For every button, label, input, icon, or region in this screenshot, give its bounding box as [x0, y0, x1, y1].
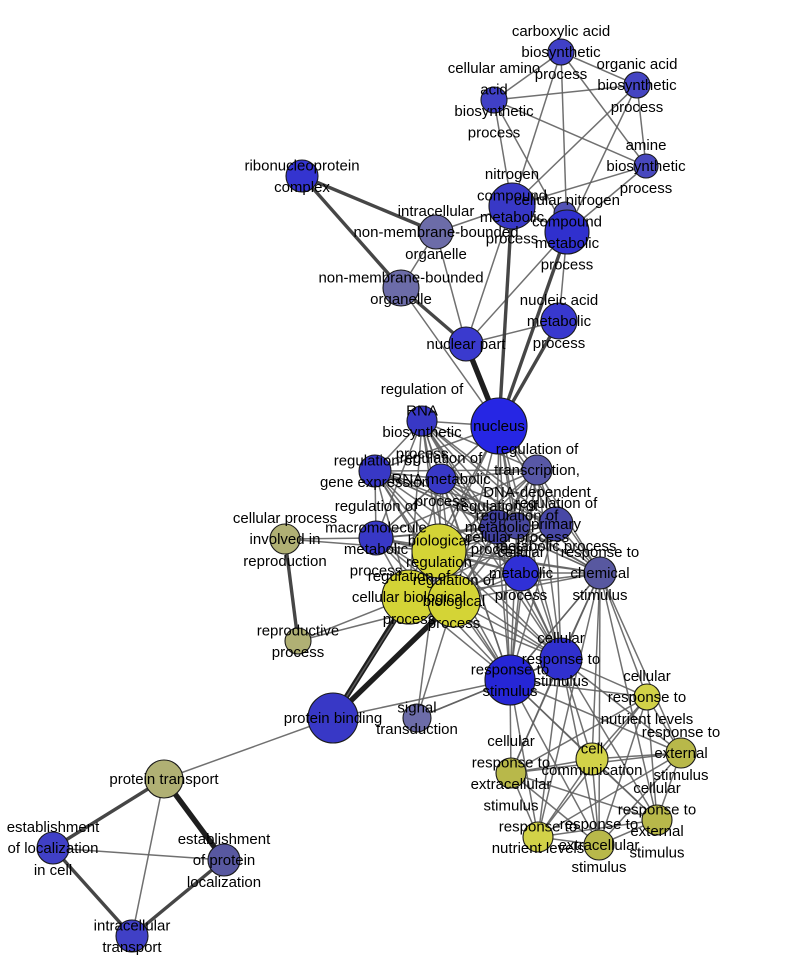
svg-text:process: process	[541, 257, 594, 274]
svg-text:transduction: transduction	[376, 721, 458, 738]
svg-text:process: process	[272, 644, 325, 661]
svg-text:establishment: establishment	[7, 819, 100, 836]
svg-text:process: process	[533, 335, 586, 352]
svg-text:intracellular: intracellular	[94, 918, 171, 935]
svg-text:biosynthetic: biosynthetic	[597, 77, 677, 94]
svg-text:response to: response to	[608, 689, 686, 706]
svg-text:process: process	[535, 66, 588, 83]
svg-text:metabolic: metabolic	[489, 565, 554, 582]
svg-text:carboxylic acid: carboxylic acid	[512, 23, 610, 40]
svg-text:process: process	[428, 615, 481, 632]
svg-text:establishment: establishment	[178, 831, 271, 848]
svg-text:organelle: organelle	[370, 291, 432, 308]
svg-text:cellular: cellular	[537, 630, 585, 647]
svg-text:regulation of: regulation of	[400, 450, 483, 467]
svg-text:biosynthetic: biosynthetic	[382, 424, 462, 441]
svg-text:of protein: of protein	[193, 852, 256, 869]
svg-text:extracellular: extracellular	[559, 837, 640, 854]
svg-text:reproduction: reproduction	[243, 553, 326, 570]
svg-text:external: external	[654, 745, 707, 762]
svg-text:cell: cell	[581, 741, 604, 758]
svg-text:stimulus: stimulus	[533, 673, 588, 690]
svg-text:stimulus: stimulus	[571, 859, 626, 876]
svg-text:intracellular: intracellular	[398, 203, 475, 220]
svg-text:signal: signal	[397, 700, 436, 717]
svg-text:metabolic: metabolic	[527, 313, 592, 330]
svg-text:biosynthetic: biosynthetic	[454, 103, 534, 120]
svg-text:metabolic: metabolic	[344, 541, 409, 558]
svg-text:cellular: cellular	[497, 544, 545, 561]
svg-text:biological: biological	[408, 533, 471, 550]
svg-text:transcription,: transcription,	[494, 462, 580, 479]
svg-text:process: process	[495, 587, 548, 604]
svg-text:regulation of: regulation of	[413, 572, 496, 589]
svg-text:compound: compound	[477, 188, 547, 205]
svg-text:non-membrane-bounded: non-membrane-bounded	[318, 270, 483, 287]
svg-text:cellular amino: cellular amino	[448, 60, 541, 77]
svg-text:response to: response to	[560, 816, 638, 833]
svg-text:acid: acid	[480, 82, 508, 99]
svg-text:process: process	[468, 125, 521, 142]
svg-text:reproductive: reproductive	[257, 623, 340, 640]
svg-text:biosynthetic: biosynthetic	[606, 158, 686, 175]
svg-text:chemical: chemical	[570, 565, 629, 582]
svg-text:nitrogen: nitrogen	[485, 166, 539, 183]
svg-text:ribonucleoprotein: ribonucleoprotein	[244, 158, 359, 175]
svg-text:transport: transport	[102, 939, 162, 956]
svg-text:response to: response to	[472, 755, 550, 772]
svg-text:complex: complex	[274, 179, 330, 196]
svg-text:communication: communication	[542, 762, 643, 779]
svg-text:regulation of: regulation of	[381, 381, 464, 398]
svg-text:cellular: cellular	[633, 780, 681, 797]
svg-text:of localization: of localization	[8, 840, 99, 857]
svg-text:involved in: involved in	[250, 531, 321, 548]
svg-text:protein binding: protein binding	[284, 710, 382, 727]
svg-text:amine: amine	[626, 137, 667, 154]
svg-text:regulation of: regulation of	[496, 441, 579, 458]
svg-text:RNA metabolic: RNA metabolic	[391, 471, 491, 488]
svg-text:cellular: cellular	[623, 668, 671, 685]
svg-text:protein transport: protein transport	[109, 771, 219, 788]
svg-text:organelle: organelle	[405, 246, 467, 263]
svg-text:response to: response to	[642, 724, 720, 741]
svg-text:extracellular: extracellular	[471, 776, 552, 793]
svg-text:regulation of: regulation of	[335, 498, 418, 515]
svg-text:localization: localization	[187, 874, 261, 891]
svg-text:metabolic: metabolic	[535, 235, 600, 252]
svg-text:non-membrane-bounded: non-membrane-bounded	[353, 224, 518, 241]
svg-text:RNA: RNA	[406, 403, 438, 420]
svg-text:process: process	[611, 99, 664, 116]
svg-text:nucleus: nucleus	[473, 418, 525, 435]
svg-text:stimulus: stimulus	[482, 683, 537, 700]
svg-text:stimulus: stimulus	[572, 587, 627, 604]
svg-text:biosynthetic: biosynthetic	[521, 44, 601, 61]
svg-text:cellular: cellular	[487, 733, 535, 750]
svg-text:organic acid: organic acid	[597, 56, 678, 73]
svg-text:process: process	[620, 180, 673, 197]
svg-text:regulation of: regulation of	[476, 508, 559, 525]
svg-text:cellular process: cellular process	[233, 510, 337, 527]
svg-text:response to: response to	[561, 544, 639, 561]
svg-text:stimulus: stimulus	[483, 798, 538, 815]
svg-text:response to: response to	[522, 651, 600, 668]
svg-text:nuclear part: nuclear part	[426, 336, 506, 353]
svg-text:in cell: in cell	[34, 862, 72, 879]
svg-text:biological: biological	[423, 593, 486, 610]
svg-text:nucleic acid: nucleic acid	[520, 292, 598, 309]
